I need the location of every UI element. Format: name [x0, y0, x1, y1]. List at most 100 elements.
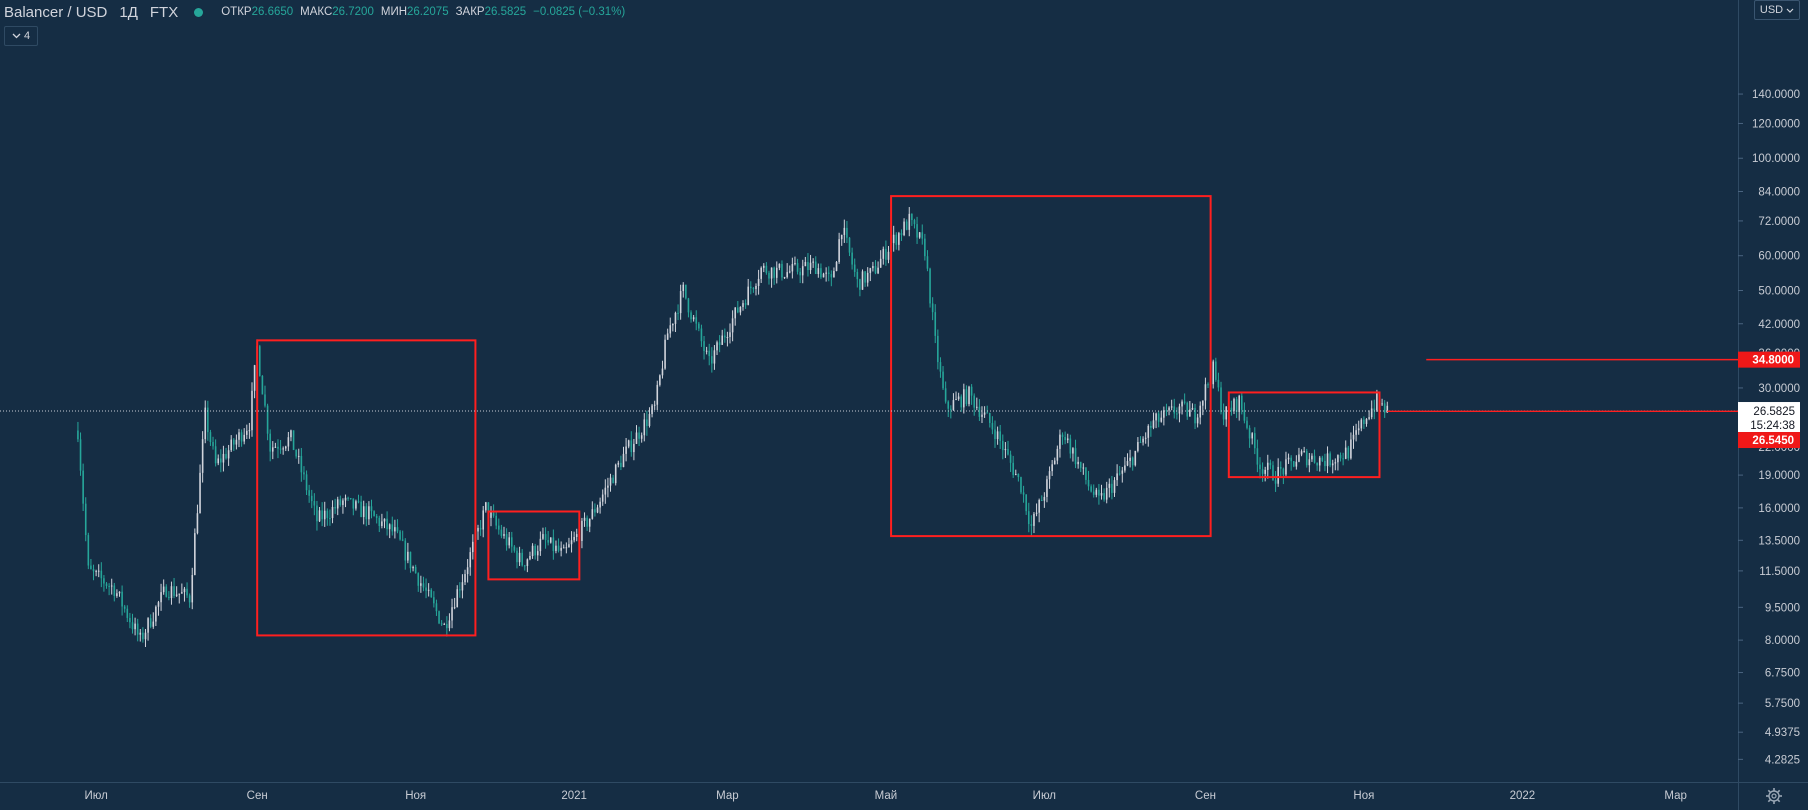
- candle-body: [981, 414, 983, 417]
- gear-icon[interactable]: [1764, 786, 1784, 806]
- candle-body: [222, 453, 225, 463]
- candle-body: [1261, 469, 1264, 474]
- candle-body: [1264, 469, 1266, 474]
- candle-body: [313, 501, 316, 506]
- candle-body: [1100, 493, 1103, 496]
- candle-body: [110, 585, 113, 587]
- candle-body: [1217, 379, 1220, 388]
- candle-body: [342, 500, 344, 505]
- candle-body: [568, 544, 570, 548]
- candle-body: [79, 439, 82, 471]
- candle-body: [253, 365, 256, 391]
- candle-body: [669, 325, 672, 334]
- candle-body: [487, 502, 490, 518]
- candle-body: [1285, 459, 1287, 475]
- candle-body: [186, 588, 188, 596]
- y-tick-label: 4.9375: [1765, 727, 1800, 739]
- candle-body: [518, 552, 521, 563]
- candle-body: [113, 585, 116, 596]
- annotation-box[interactable]: [487, 510, 581, 581]
- y-tick-label: 100.0000: [1752, 153, 1800, 165]
- candle-body: [427, 589, 430, 591]
- candle-body: [716, 342, 718, 351]
- symbol-legend: Balancer / USD 1Д FTX ОТКР 26.6650 МАКС …: [4, 2, 632, 22]
- candle-body: [97, 570, 100, 572]
- candle-body: [1022, 492, 1025, 495]
- last-price-badge: [1738, 402, 1800, 433]
- candle-body: [765, 265, 768, 273]
- candle-body: [1111, 483, 1113, 493]
- candle-body: [365, 506, 368, 520]
- candle-body: [731, 318, 734, 333]
- candle-body: [173, 586, 175, 596]
- symbol-name[interactable]: Balancer / USD: [4, 3, 108, 21]
- candle-body: [775, 267, 778, 278]
- candle-body: [708, 350, 711, 357]
- candle-body: [1259, 464, 1261, 470]
- candle-body: [1386, 405, 1389, 413]
- candle-body: [1095, 489, 1098, 495]
- candle-body: [1350, 439, 1352, 459]
- candle-body: [1048, 471, 1051, 480]
- candle-body: [879, 258, 882, 268]
- candle-body: [596, 507, 599, 513]
- candle-body: [1085, 467, 1087, 480]
- candle-body: [1012, 462, 1014, 475]
- candle-body: [552, 537, 555, 551]
- last-price-text: 26.5825: [1753, 406, 1795, 418]
- candle-body: [721, 335, 724, 345]
- candle-body: [529, 556, 531, 560]
- candle-body: [547, 540, 549, 543]
- x-tick-label: 2022: [1510, 790, 1536, 802]
- candle-body: [157, 602, 160, 607]
- candle-body: [620, 462, 622, 468]
- candle-body: [316, 505, 318, 522]
- annotation-box[interactable]: [1227, 391, 1381, 479]
- candle-body: [698, 323, 700, 329]
- candle-body: [446, 623, 448, 629]
- candle-body: [1202, 400, 1204, 406]
- candle-body: [679, 291, 682, 314]
- exchange-label: FTX: [149, 3, 179, 21]
- candle-body: [859, 279, 861, 290]
- interval-label[interactable]: 1Д: [119, 3, 138, 21]
- candle-body: [534, 545, 536, 556]
- y-tick-label: 50.0000: [1758, 285, 1800, 297]
- close-label: ЗАКР: [455, 6, 485, 18]
- candle-body: [1108, 483, 1111, 488]
- candle-body: [329, 518, 331, 520]
- candle-body: [1090, 486, 1092, 492]
- candle-body: [1212, 361, 1215, 385]
- candle-body: [199, 472, 201, 514]
- candle-body: [583, 517, 586, 521]
- candle-body: [212, 442, 214, 447]
- annotation-box[interactable]: [890, 195, 1212, 538]
- indicators-toggle-button[interactable]: 4: [4, 26, 38, 46]
- candle-body: [209, 432, 212, 443]
- annotation-box[interactable]: [256, 339, 477, 637]
- candle-body: [513, 546, 516, 551]
- candle-body: [1077, 461, 1079, 465]
- candle-body: [809, 262, 812, 271]
- candle-body: [230, 439, 233, 451]
- candle-body: [142, 632, 144, 640]
- candle-body: [248, 430, 251, 432]
- market-status-dot-icon: [194, 7, 204, 17]
- candle-body: [1066, 438, 1069, 441]
- candle-body: [1092, 491, 1095, 495]
- candle-body: [1163, 410, 1165, 418]
- candle-body: [856, 271, 859, 280]
- candle-body: [331, 506, 334, 519]
- candle-body: [477, 527, 479, 532]
- candle-body: [864, 271, 866, 283]
- candle-body: [1266, 462, 1269, 470]
- candle-body: [656, 384, 659, 405]
- candle-body: [170, 586, 173, 599]
- candle-body: [1137, 442, 1139, 451]
- currency-button[interactable]: USD: [1754, 0, 1800, 20]
- candle-body: [898, 233, 900, 245]
- indicator-count: 4: [23, 30, 31, 42]
- candle-body: [965, 389, 968, 405]
- level-price-badge-text: 26.5450: [1752, 435, 1794, 447]
